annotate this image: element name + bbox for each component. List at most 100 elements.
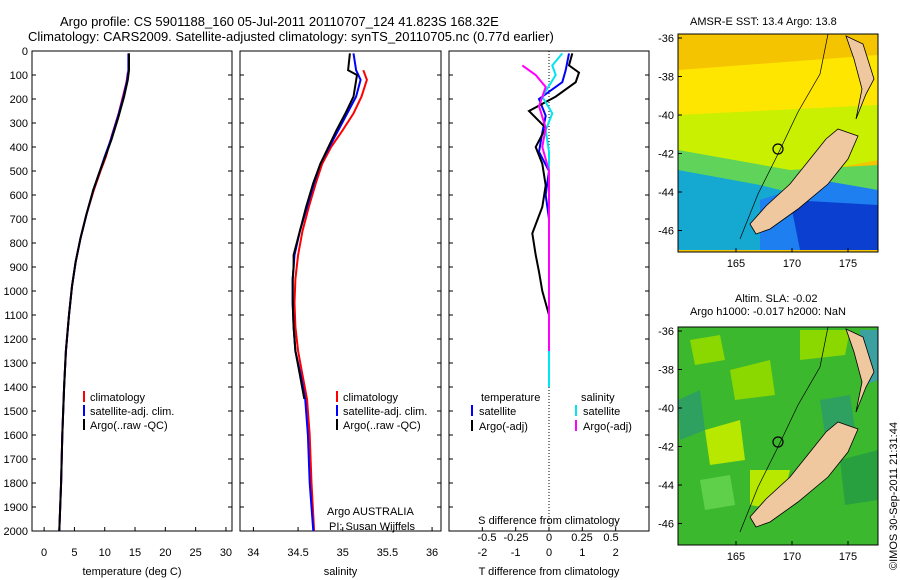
temp-legend-label: climatology bbox=[90, 392, 146, 404]
depth-tick-label: 800 bbox=[10, 238, 28, 250]
sla-lat-tick-label: -46 bbox=[658, 519, 674, 531]
depth-tick-label: 1700 bbox=[4, 454, 28, 466]
imos-credit: ©IMOS 30-Sep-2011 21:31:44 bbox=[888, 422, 900, 570]
sla-map-band bbox=[705, 420, 790, 510]
temp-xtick-label: 10 bbox=[99, 547, 111, 559]
diff-t-tick-label: 0 bbox=[546, 547, 552, 559]
depth-tick-label: 1000 bbox=[4, 286, 28, 298]
temp-xtick-label: 30 bbox=[220, 547, 232, 559]
sla-map-band bbox=[700, 475, 735, 510]
diff-legend-label: satellite bbox=[583, 406, 620, 418]
sal-panel-frame bbox=[239, 50, 442, 532]
sla-lat-tick-label: -42 bbox=[658, 442, 674, 454]
temp-xtick-label: 15 bbox=[129, 547, 141, 559]
argo-australia-note: Argo AUSTRALIA bbox=[327, 506, 414, 518]
diff-s-tick-label: -0.25 bbox=[503, 532, 528, 544]
sla-north-island-land bbox=[845, 328, 875, 413]
sla-lon-tick-label: 175 bbox=[839, 551, 857, 563]
sla-map: -36 -38 -40 -42 -44 -46 165 170 175 bbox=[658, 326, 879, 563]
temp-series-argorawqc bbox=[58, 53, 130, 532]
depth-tick-label: 1800 bbox=[4, 478, 28, 490]
depth-tick-label: 900 bbox=[10, 262, 28, 274]
sla-depth-contour bbox=[739, 327, 829, 533]
temp-panel-frame bbox=[31, 50, 233, 532]
sla-map-band bbox=[840, 450, 878, 505]
depth-tick-label: 1500 bbox=[4, 406, 28, 418]
diff-t-tick-label: -2 bbox=[477, 547, 487, 559]
sal-xtick-label: 34.5 bbox=[287, 547, 308, 559]
temp-xtick-label: 0 bbox=[41, 547, 47, 559]
sst-map-frame bbox=[677, 33, 879, 253]
diff-t-tick-label: 2 bbox=[613, 547, 619, 559]
depth-tick-label: 1900 bbox=[4, 502, 28, 514]
sla-map-frame bbox=[677, 326, 879, 546]
sal-legend-label: Argo(..raw -QC) bbox=[343, 420, 421, 432]
diff-legend-label: Argo(-adj) bbox=[479, 421, 528, 433]
sst-map-content bbox=[678, 34, 878, 252]
sst-map-band bbox=[790, 200, 878, 250]
sst-lon-tick-label: 175 bbox=[839, 258, 857, 270]
sst-map-title: AMSR-E SST: 13.4 Argo: 13.8 bbox=[690, 16, 837, 28]
sst-map: -36 -38 -40 -42 -44 -46 165 170 175 bbox=[658, 33, 879, 270]
temp-legend-label: satellite-adj. clim. bbox=[90, 406, 174, 418]
sla-map-band bbox=[678, 390, 855, 440]
sal-xtick-label: 34 bbox=[247, 547, 259, 559]
sst-lon-tick-label: 170 bbox=[783, 258, 801, 270]
sst-south-island-land bbox=[749, 128, 859, 235]
sst-lat-tick-label: -36 bbox=[658, 33, 674, 45]
sla-map-title-1: Altim. SLA: -0.02 bbox=[735, 293, 818, 305]
sla-south-island-land bbox=[749, 421, 859, 528]
depth-tick-label: 200 bbox=[10, 94, 28, 106]
sla-lat-tick-label: -38 bbox=[658, 365, 674, 377]
depth-tick-label: 1600 bbox=[4, 430, 28, 442]
sst-lat-tick-label: -46 bbox=[658, 226, 674, 238]
diff-legend-label: Argo(-adj) bbox=[583, 421, 632, 433]
sla-lat-tick-label: -44 bbox=[658, 480, 674, 492]
depth-tick-label: 500 bbox=[10, 166, 28, 178]
diff-s-tick-label: -0.5 bbox=[478, 532, 497, 544]
diff-t-tick-label: 1 bbox=[579, 547, 585, 559]
diff-s-tick-label: 0 bbox=[546, 532, 552, 544]
temp-xtick-label: 5 bbox=[71, 547, 77, 559]
header-line1: Argo profile: CS 5901188_160 05-Jul-2011… bbox=[60, 14, 499, 29]
sal-legend-label: satellite-adj. clim. bbox=[343, 406, 427, 418]
header-line2: Climatology: CARS2009. Satellite-adjuste… bbox=[28, 29, 554, 44]
depth-tick-label: 300 bbox=[10, 118, 28, 130]
diff-legend-header-temperature: temperature bbox=[481, 392, 540, 404]
diff-t-tick-label: -1 bbox=[511, 547, 521, 559]
sla-argo-location-marker bbox=[772, 436, 784, 448]
sst-lon-tick-label: 165 bbox=[727, 258, 745, 270]
diff-legend-header-salinity: salinity bbox=[581, 392, 615, 404]
depth-tick-label: 1200 bbox=[4, 334, 28, 346]
sal-legend-label: climatology bbox=[343, 392, 399, 404]
temp-xtick-label: 20 bbox=[159, 547, 171, 559]
pi-name-note: PI: Susan Wijffels bbox=[329, 521, 415, 533]
diff-t-axis-label: T difference from climatology bbox=[479, 566, 620, 578]
sla-map-band bbox=[690, 330, 850, 400]
depth-tick-label: 1100 bbox=[4, 310, 28, 322]
temp-legend-label: Argo(..raw -QC) bbox=[90, 420, 168, 432]
sal-xtick-label: 36 bbox=[426, 547, 438, 559]
sst-lat-tick-label: -38 bbox=[658, 72, 674, 84]
depth-tick-label: 100 bbox=[10, 70, 28, 82]
depth-tick-label: 1400 bbox=[4, 382, 28, 394]
depth-tick-label: 0 bbox=[22, 46, 28, 58]
sst-lat-tick-label: -40 bbox=[658, 110, 674, 122]
diff-series-argoadj bbox=[521, 64, 550, 351]
diff-s-axis-label: S difference from climatology bbox=[478, 515, 620, 527]
sal-series-climatology bbox=[293, 69, 368, 532]
depth-tick-label: 2000 bbox=[4, 526, 28, 538]
diff-legend-label: satellite bbox=[479, 406, 516, 418]
sal-xtick-label: 35.5 bbox=[377, 547, 398, 559]
diff-s-tick-label: 0.25 bbox=[571, 532, 592, 544]
sla-lat-tick-label: -36 bbox=[658, 326, 674, 338]
sla-lon-tick-label: 170 bbox=[783, 551, 801, 563]
depth-tick-label: 700 bbox=[10, 214, 28, 226]
sst-depth-contour bbox=[739, 34, 829, 240]
temp-xaxis-label: temperature (deg C) bbox=[82, 566, 181, 578]
sal-xaxis-label: salinity bbox=[324, 566, 358, 578]
sst-north-island-land bbox=[845, 35, 875, 120]
sst-lat-tick-label: -42 bbox=[658, 149, 674, 161]
sst-lat-tick-label: -44 bbox=[658, 187, 674, 199]
